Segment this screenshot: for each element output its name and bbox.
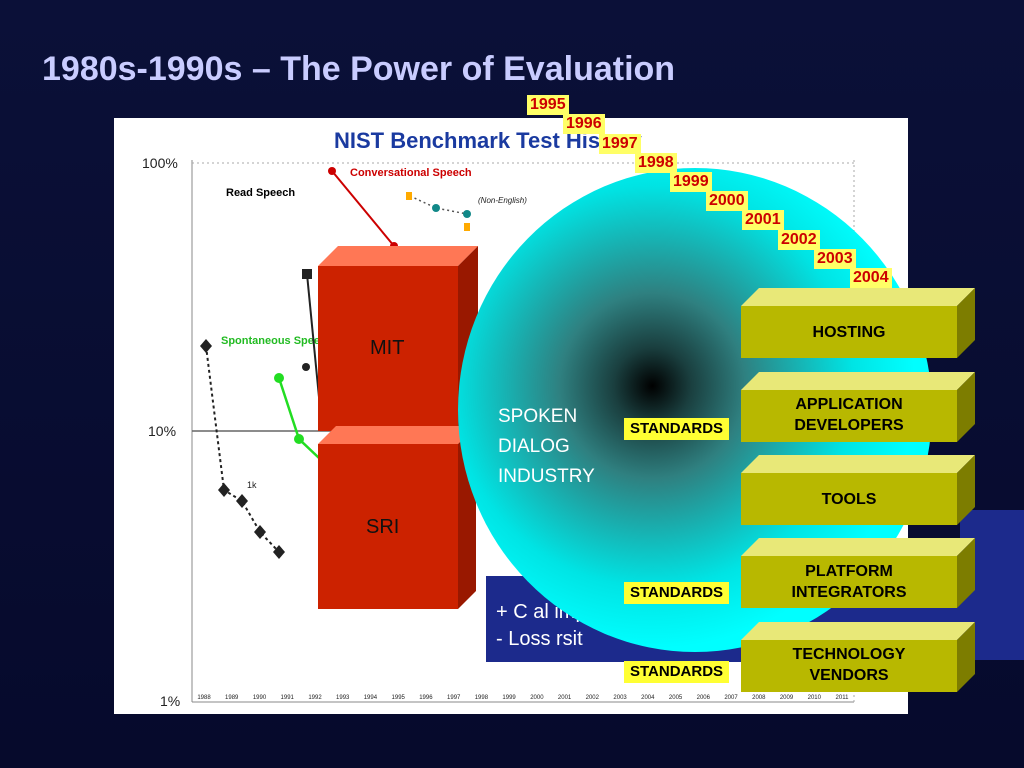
marker <box>302 269 312 279</box>
x-tick-label: 2005 <box>669 695 683 701</box>
hosting-label: HOSTING <box>812 324 886 341</box>
marker <box>294 434 304 444</box>
marker <box>236 494 248 508</box>
year-1996: 1996 <box>563 114 605 134</box>
standards-tag-1: STANDARDS <box>624 418 730 440</box>
industry-line-1: SPOKEN <box>498 406 578 427</box>
app-dev-line-2: DEVELOPERS <box>794 417 904 434</box>
sri-box <box>318 426 476 609</box>
marker <box>432 204 440 212</box>
marker <box>200 339 212 353</box>
marker <box>463 210 471 218</box>
mit-label: MIT <box>370 337 405 359</box>
spontaneous-line <box>277 377 320 459</box>
tech-vendors-slab <box>741 622 975 692</box>
y-tick-100: 100% <box>142 155 178 171</box>
x-tick-label: 1994 <box>364 695 378 701</box>
year-1999: 1999 <box>670 172 712 192</box>
x-tick-label: 1995 <box>392 695 406 701</box>
x-tick-label: 2007 <box>724 695 738 701</box>
platform-line-2: INTEGRATORS <box>791 584 907 601</box>
marker <box>406 192 412 200</box>
marker <box>274 373 284 383</box>
tech-vendors-label: TECHNOLOGY VENDORS <box>741 644 957 686</box>
app-dev-label: APPLICATION DEVELOPERS <box>741 394 957 436</box>
year-2002: 2002 <box>778 230 820 250</box>
tools-slab <box>741 455 975 525</box>
app-dev-slab <box>741 372 975 442</box>
x-tick-label: 2006 <box>697 695 711 701</box>
x-tick-label: 1992 <box>308 695 322 701</box>
conversational-line <box>331 170 395 247</box>
x-tick-labels: 1988 1989 1990 1991 1992 1993 1994 1995 1996 1997… <box>197 695 849 701</box>
platform-line-1: PLATFORM <box>805 563 893 580</box>
year-2001: 2001 <box>742 210 784 230</box>
note-line-2: - Loss rsit <box>496 628 583 650</box>
x-tick-label: 1997 <box>447 695 461 701</box>
x-tick-label: 2008 <box>752 695 766 701</box>
x-tick-label: 2011 <box>836 695 850 701</box>
platform-slab <box>741 538 975 608</box>
year-1997: 1997 <box>599 134 641 154</box>
industry-circle-text: SPOKEN DIALOG INDUSTRY <box>498 402 595 492</box>
y-tick-1: 1% <box>160 693 180 709</box>
year-2004: 2004 <box>850 268 892 288</box>
spontaneous-speech-label: Spontaneous Speech <box>221 335 333 347</box>
x-tick-label: 1998 <box>475 695 489 701</box>
x-tick-label: 2010 <box>808 695 822 701</box>
x-tick-label: 2001 <box>558 695 572 701</box>
hosting-slab <box>741 288 975 358</box>
x-tick-label: 2000 <box>530 695 544 701</box>
tools-label: TOOLS <box>821 491 877 508</box>
x-tick-label: 2003 <box>613 695 627 701</box>
marker <box>254 525 266 539</box>
marker <box>218 483 230 497</box>
platform-label: PLATFORM INTEGRATORS <box>741 561 957 603</box>
year-1995: 1995 <box>527 95 569 115</box>
marker <box>273 545 285 559</box>
x-tick-label: 1989 <box>225 695 239 701</box>
marker <box>302 363 310 371</box>
x-tick-label: 1999 <box>502 695 516 701</box>
standards-tag-2: STANDARDS <box>624 582 730 604</box>
slide-title: 1980s-1990s – The Power of Evaluation <box>42 50 676 88</box>
app-dev-line-1: APPLICATION <box>795 396 903 413</box>
conversational-speech-label: Conversational Speech <box>350 167 472 179</box>
x-tick-label: 2004 <box>641 695 655 701</box>
non-english-label: (Non-English) <box>478 196 527 205</box>
read-speech-label: Read Speech <box>226 187 295 199</box>
year-2003: 2003 <box>814 249 856 269</box>
standards-tag-3: STANDARDS <box>624 661 730 683</box>
read-speech-1k-line <box>205 345 280 553</box>
one-k-label: 1k <box>247 480 257 490</box>
y-tick-10: 10% <box>148 423 176 439</box>
sri-label: SRI <box>366 516 400 538</box>
x-tick-label: 2002 <box>586 695 600 701</box>
marker <box>328 167 336 175</box>
year-1998: 1998 <box>635 153 677 173</box>
tech-line-2: VENDORS <box>809 667 889 684</box>
x-tick-label: 2009 <box>780 695 794 701</box>
x-tick-label: 1991 <box>281 695 295 701</box>
tech-line-1: TECHNOLOGY <box>792 646 906 663</box>
industry-line-3: INDUSTRY <box>498 466 595 487</box>
year-2000: 2000 <box>706 191 748 211</box>
x-tick-label: 1993 <box>336 695 350 701</box>
x-tick-label: 1988 <box>197 695 211 701</box>
x-tick-label: 1990 <box>253 695 267 701</box>
x-tick-label: 1996 <box>419 695 433 701</box>
industry-line-2: DIALOG <box>498 436 570 457</box>
marker <box>464 223 470 231</box>
